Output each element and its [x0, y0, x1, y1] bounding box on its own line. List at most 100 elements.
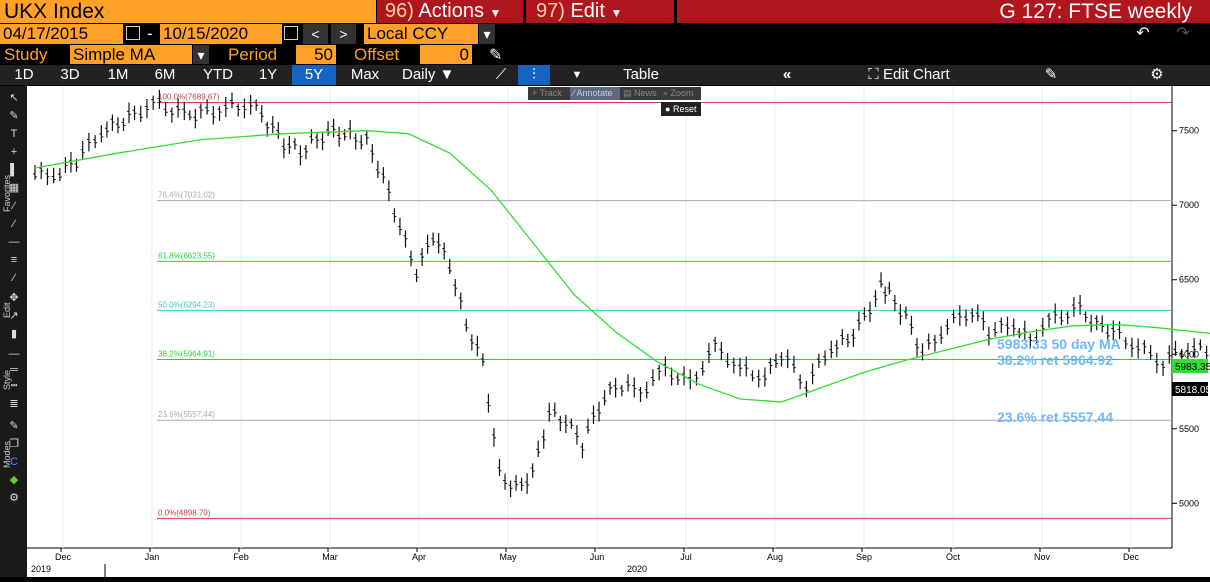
next-arrow-icon[interactable]: > — [331, 24, 356, 44]
settings-icon[interactable]: ⚙ — [9, 492, 19, 504]
start-date-field[interactable]: 04/17/2015 — [0, 24, 123, 44]
modes-label: Modes — [2, 440, 12, 468]
fib-label: 76.4%(7031.02) — [158, 191, 215, 200]
table-button[interactable]: Table — [623, 66, 659, 83]
currency-select[interactable]: Local CCY — [364, 24, 478, 44]
annotate-button[interactable]: ⁄ Annotate — [570, 87, 620, 100]
frequency-select[interactable]: Daily ▼ — [396, 65, 476, 85]
actions-menu[interactable]: 96) Actions ▼ — [377, 0, 523, 23]
line-chart-icon[interactable]: ⟋ — [495, 66, 507, 83]
list-icon[interactable]: ≣ — [9, 398, 19, 410]
news-button[interactable]: ▤ News — [623, 88, 657, 98]
range-6m[interactable]: 6M — [154, 66, 176, 83]
dash-icon[interactable]: ┅ — [10, 380, 18, 392]
pencil-icon[interactable]: ✎ — [9, 420, 19, 432]
gear-icon[interactable]: ⚙ — [1150, 66, 1164, 83]
ray-icon[interactable]: ⁄ — [13, 272, 15, 284]
x-tick-label: Oct — [946, 552, 961, 562]
fib-label: 23.6%(5557.44) — [158, 410, 215, 419]
hline-icon[interactable]: — — [8, 236, 20, 248]
ma-line — [34, 130, 1210, 403]
chart-panel[interactable]: 100.0%(7689.67) 76.4%(7031.02) 61.8%(6623.… — [27, 86, 1210, 577]
line-icon[interactable]: ⁄ — [13, 218, 15, 230]
year-label: 2020 — [627, 564, 647, 574]
prev-arrow-icon[interactable]: < — [303, 24, 328, 44]
trendline-icon[interactable]: ⁄ — [13, 200, 15, 212]
y-tick-label: 7500 — [1179, 126, 1199, 136]
line-style-icon[interactable]: — — [8, 348, 20, 360]
last-price-tag — [1172, 382, 1208, 396]
period-field[interactable]: 50 — [296, 45, 336, 64]
zoom-label: Zoom — [670, 88, 694, 98]
date-dash: - — [147, 24, 153, 43]
ret382-annotation: 38.2% ret 5964.92 — [997, 352, 1113, 368]
frequency-label: Daily — [402, 66, 436, 83]
move-icon[interactable]: ✥ — [9, 292, 19, 304]
calendar-icon[interactable] — [284, 26, 298, 40]
x-tick-label: Jun — [590, 552, 605, 562]
fib-label: 0.0%(4898.79) — [158, 508, 211, 517]
palette-icon[interactable]: ◆ — [9, 474, 19, 486]
bar-icon[interactable]: ▌ — [10, 164, 18, 176]
range-ytd[interactable]: YTD — [203, 66, 233, 83]
fib-label: 38.2%(5964.91) — [158, 349, 215, 358]
collapse-icon[interactable]: « — [782, 66, 792, 83]
zoom-button[interactable]: ⌕ Zoom — [663, 88, 694, 98]
range-max[interactable]: Max — [350, 66, 380, 83]
line-weight-icon[interactable]: ═ — [10, 364, 18, 376]
edit-num: 97) — [536, 0, 565, 22]
reset-button[interactable]: ● Reset — [661, 102, 701, 116]
calendar-icon[interactable] — [126, 26, 140, 40]
x-tick-label: Sep — [856, 552, 872, 562]
offset-field[interactable]: 0 — [420, 45, 472, 64]
chevron-down-icon[interactable]: ▾ — [193, 45, 209, 64]
text-icon[interactable]: T — [10, 128, 18, 140]
range-3d[interactable]: 3D — [60, 66, 80, 83]
bar-chart-icon[interactable]: ⫶ — [518, 65, 550, 85]
reset-label: Reset — [672, 104, 697, 114]
crosshair-icon[interactable]: + — [10, 146, 18, 158]
undo-icon[interactable]: ↶ — [1126, 24, 1160, 44]
edit-section-label: Edit — [2, 302, 12, 318]
x-tick-label: Apr — [412, 552, 426, 562]
grid-icon[interactable]: ▦ — [8, 182, 20, 194]
chevron-down-icon[interactable]: ▼ — [571, 69, 583, 81]
price-chart[interactable]: 100.0%(7689.67) 76.4%(7031.02) 61.8%(6623.… — [27, 86, 1210, 577]
ticker-field[interactable]: UKX Index — [0, 0, 376, 23]
range-5y[interactable]: 5Y — [292, 65, 336, 85]
fib-label: 61.8%(6623.55) — [158, 251, 215, 260]
edit-label: Edit — [570, 0, 605, 22]
pen-icon[interactable]: ✎ — [9, 110, 19, 122]
x-axis-panel — [27, 548, 1210, 577]
range-1y[interactable]: 1Y — [258, 66, 278, 83]
chevron-down-icon: ▼ — [610, 6, 623, 20]
pointer-icon[interactable]: ↖ — [9, 92, 19, 104]
fib-icon[interactable]: ≡ — [10, 254, 18, 266]
window-title: G 127: FTSE weekly — [677, 0, 1210, 23]
year-label: 2019 — [31, 564, 51, 574]
copy-icon[interactable]: ❐ — [9, 438, 19, 450]
y-tick-label: 7000 — [1179, 200, 1199, 210]
x-tick-label: Dec — [1123, 552, 1140, 562]
x-tick-label: Nov — [1034, 552, 1051, 562]
arrow-icon[interactable]: ↗ — [9, 310, 19, 322]
x-tick-label: May — [499, 552, 517, 562]
range-1d[interactable]: 1D — [14, 66, 34, 83]
edit-icon[interactable]: ✎ — [1044, 66, 1058, 83]
chevron-down-icon[interactable]: ▾ — [479, 24, 495, 44]
track-button[interactable]: + Track — [532, 88, 562, 98]
annotate-label: Annotate — [576, 88, 613, 98]
redo-icon[interactable]: ↷ — [1166, 24, 1200, 44]
x-tick-label: Jan — [145, 552, 160, 562]
actions-num: 96) — [385, 0, 414, 22]
range-1m[interactable]: 1M — [107, 66, 129, 83]
track-label: Track — [539, 88, 562, 98]
edit-chart-button[interactable]: ⛶ Edit Chart — [844, 65, 974, 85]
magnet-icon[interactable]: C — [10, 456, 18, 468]
study-type-select[interactable]: Simple MA — [70, 45, 192, 64]
fib-label: 100.0%(7689.67) — [158, 92, 220, 101]
pencil-icon[interactable]: ✎ — [489, 47, 503, 64]
end-date-field[interactable]: 10/15/2020 — [160, 24, 282, 44]
trash-icon[interactable]: ▮ — [10, 328, 18, 340]
edit-menu[interactable]: 97) Edit ▼ — [526, 0, 674, 23]
